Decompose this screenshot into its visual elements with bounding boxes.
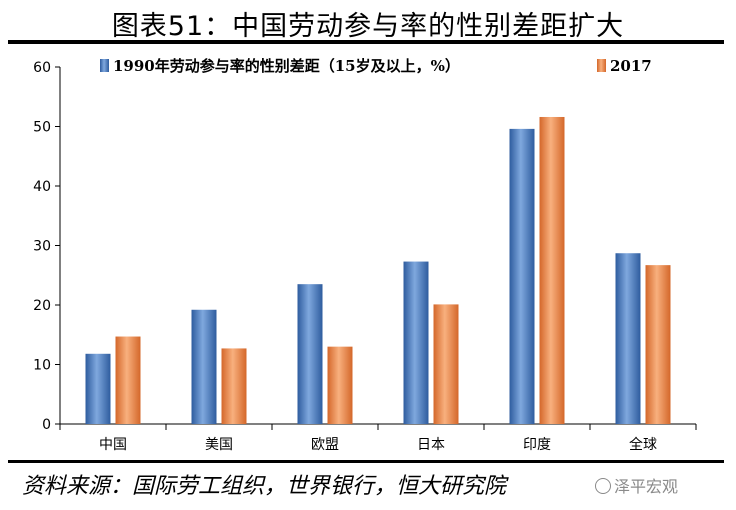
- bar-series2: [327, 346, 353, 424]
- chart-title: 图表51：中国劳动参与率的性别差距扩大: [111, 11, 625, 42]
- x-category-label: 日本: [417, 437, 445, 453]
- watermark: 泽平宏观: [595, 473, 678, 497]
- legend-label-series2: 2017: [610, 57, 652, 75]
- bar-series1: [85, 353, 111, 424]
- bar-series1: [615, 253, 641, 424]
- bar-series2: [539, 116, 565, 424]
- y-tick-label: 10: [33, 358, 51, 374]
- y-tick-label: 60: [33, 60, 51, 76]
- bar-series2: [115, 336, 141, 424]
- y-tick-label: 20: [33, 298, 51, 314]
- y-tick-label: 50: [33, 120, 51, 136]
- y-tick-label: 30: [33, 239, 51, 255]
- footer-rule: [8, 460, 724, 463]
- title-rule: [8, 40, 724, 44]
- y-tick-label: 40: [33, 179, 51, 195]
- bar-series2: [433, 304, 459, 424]
- bar-chart: 0 10 20 30 40 50 60 中国 美国 欧盟 日本 印度 全球 1990年劳动参与率的性别差…: [33, 57, 697, 453]
- bar-series1: [509, 128, 535, 424]
- x-category-label: 中国: [99, 437, 127, 453]
- bar-series2: [221, 348, 247, 424]
- bar-series1: [403, 261, 429, 424]
- wechat-icon: [595, 478, 611, 494]
- x-category-label: 全球: [629, 436, 657, 453]
- legend-swatch-series1: [100, 59, 109, 72]
- y-tick-label: 0: [42, 417, 51, 433]
- x-category-label: 欧盟: [311, 437, 339, 453]
- legend-label-series1: 1990年劳动参与率的性别差距（15岁及以上，%）: [113, 57, 460, 75]
- x-category-label: 美国: [205, 437, 233, 453]
- bar-series1: [191, 309, 217, 424]
- x-category-label: 印度: [523, 437, 551, 453]
- legend-swatch-series2: [597, 59, 606, 72]
- watermark-text: 泽平宏观: [614, 477, 679, 496]
- bar-series1: [297, 284, 323, 424]
- bar-series2: [645, 265, 671, 424]
- source-note: 资料来源：国际劳工组织，世界银行，恒大研究院: [22, 474, 507, 499]
